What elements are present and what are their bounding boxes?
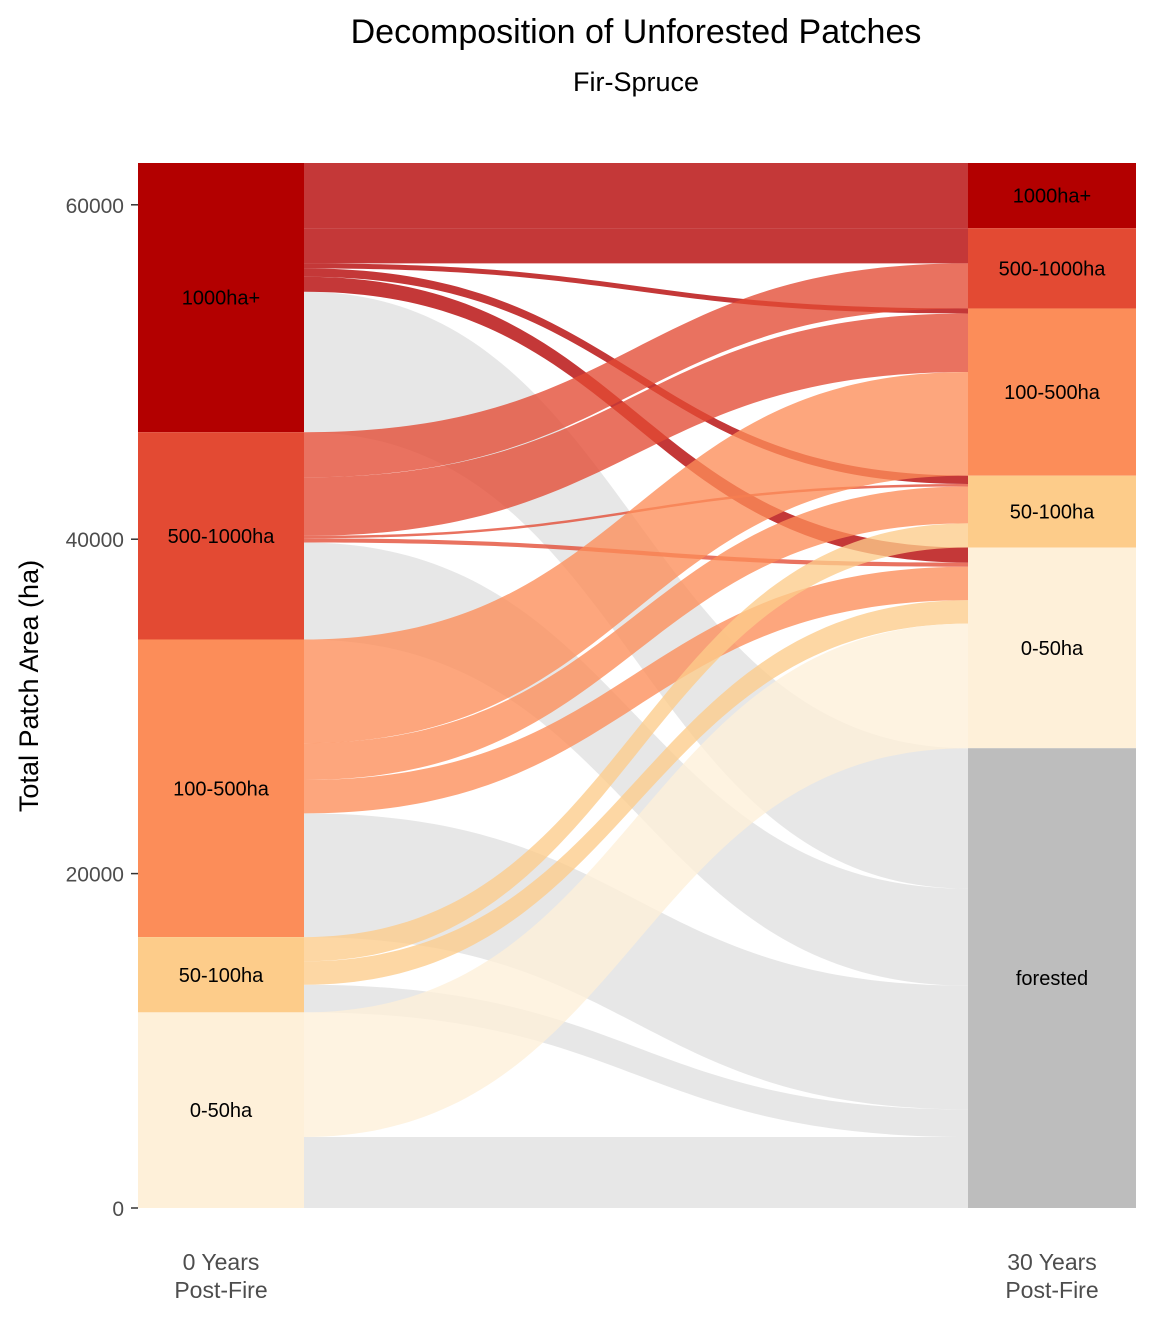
chart-title: Decomposition of Unforested Patches xyxy=(351,13,922,51)
flow-1000ha-to-500-1000ha xyxy=(304,228,968,264)
right-stratum-label-50-100ha: 50-100ha xyxy=(1010,502,1095,524)
flow-50-100ha-to-50-100ha xyxy=(304,523,968,962)
left-stratum-500-1000ha xyxy=(138,432,304,640)
y-tick-label-40000: 40000 xyxy=(66,529,124,552)
y-tick-label-0: 0 xyxy=(112,1198,124,1221)
left-stratum-label-0-50ha: 0-50ha xyxy=(190,1100,253,1122)
flow-100-500ha-to-forested xyxy=(304,813,968,1110)
flow-100-500ha-to-100-500ha xyxy=(304,372,968,744)
left-stratum-label-1000ha: 1000ha+ xyxy=(182,288,260,310)
right-stratum-label-500-1000ha: 500-1000ha xyxy=(999,258,1107,280)
chart-subtitle: Fir-Spruce xyxy=(573,67,699,97)
flow-100-500ha-to-0-50ha xyxy=(304,566,968,814)
left-stratum-label-100-500ha: 100-500ha xyxy=(173,778,270,800)
flow-1000ha-to-1000ha xyxy=(304,163,968,229)
left-stratum-label-500-1000ha: 500-1000ha xyxy=(168,526,276,548)
y-axis: 0 20000 40000 60000 xyxy=(66,195,138,1221)
flow-0-50ha-to-forested xyxy=(304,1136,968,1208)
left-stratum-1000ha xyxy=(138,163,304,433)
right-stratum-label-100-500ha: 100-500ha xyxy=(1004,382,1101,404)
y-axis-label: Total Patch Area (ha) xyxy=(14,560,44,812)
left-stratum-50-100ha xyxy=(138,937,304,1013)
x-category-label-0: 0 Years Post-Fire xyxy=(174,1249,267,1303)
right-stratum-forested xyxy=(968,748,1136,1208)
right-stratum-label-1000ha: 1000ha+ xyxy=(1013,186,1091,208)
right-stratum-500-1000ha xyxy=(968,228,1136,309)
flow-1000ha-to-100-500ha xyxy=(304,263,968,314)
flow-100-500ha-to-50-100ha xyxy=(304,486,968,780)
left-stratum-label-50-100ha: 50-100ha xyxy=(179,965,264,987)
right-stratum-100-500ha xyxy=(968,308,1136,476)
x-category-line: Post-Fire xyxy=(1005,1277,1098,1303)
x-category-line: 0 Years xyxy=(183,1249,260,1275)
flow-500-1000ha-to-500-1000ha xyxy=(304,263,968,478)
x-category-line: 30 Years xyxy=(1007,1249,1097,1275)
right-stratum-label-0-50ha: 0-50ha xyxy=(1021,638,1084,660)
flow-50-100ha-to-0-50ha xyxy=(304,600,968,985)
left-stratum-0-50ha xyxy=(138,1012,304,1208)
flows-group xyxy=(304,163,968,1208)
left-stratum-100-500ha xyxy=(138,639,304,938)
x-category-line: Post-Fire xyxy=(174,1277,267,1303)
y-tick-label-20000: 20000 xyxy=(66,864,124,887)
y-tick-label-60000: 60000 xyxy=(66,195,124,218)
flow-0-50ha-to-0-50ha xyxy=(304,623,968,1137)
strata-group: 1000ha+ 500-1000ha 100-500ha 50-100ha 0-50ha… xyxy=(138,163,1136,1208)
right-stratum-0-50ha xyxy=(968,547,1136,749)
flow-500-1000ha-to-100-500ha xyxy=(304,313,968,536)
right-stratum-1000ha xyxy=(968,163,1136,229)
right-stratum-label-forested: forested xyxy=(1016,968,1088,990)
right-stratum-50-100ha xyxy=(968,475,1136,548)
x-category-label-1: 30 Years Post-Fire xyxy=(1005,1249,1098,1303)
